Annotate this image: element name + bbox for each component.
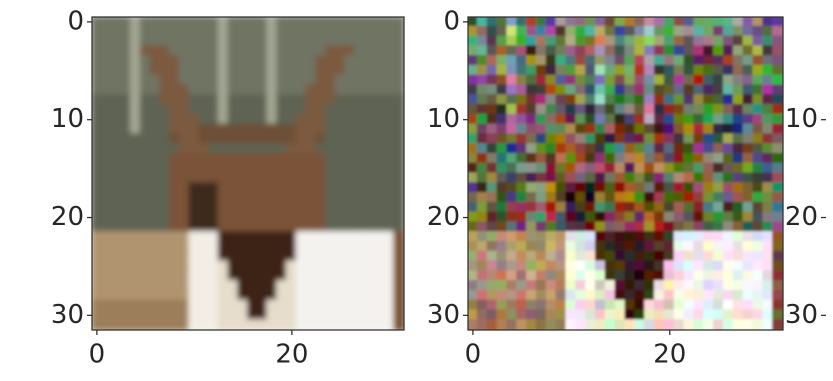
y-tick-label: 20 bbox=[51, 202, 84, 232]
y-tick-label: 10 bbox=[427, 104, 460, 134]
image bbox=[467, 16, 784, 331]
pixel bbox=[393, 319, 405, 331]
y-tick-label: 10 bbox=[785, 104, 818, 134]
figure: 02001020300200102030102030 bbox=[0, 0, 833, 381]
y-tick-label: 30 bbox=[427, 300, 460, 330]
x-tick-label: 0 bbox=[89, 340, 106, 370]
x-tick-label: 20 bbox=[653, 340, 686, 370]
y-tick-label: 20 bbox=[785, 202, 818, 232]
x-tick-label: 0 bbox=[465, 340, 482, 370]
y-tick-label: 30 bbox=[785, 300, 818, 330]
image-pixels bbox=[467, 16, 784, 331]
y-tick-label: 10 bbox=[51, 104, 84, 134]
y-tick-label: 20 bbox=[427, 202, 460, 232]
page: {"chart_data": [ {"type": "image", "xlim… bbox=[0, 0, 833, 381]
image-pixels bbox=[91, 16, 405, 331]
x-tick-label: 20 bbox=[275, 340, 308, 370]
y-tick-label: 0 bbox=[443, 6, 460, 36]
y-tick-label: 30 bbox=[51, 300, 84, 330]
y-tick-label: 0 bbox=[67, 6, 84, 36]
pixel bbox=[772, 319, 784, 331]
image bbox=[91, 16, 405, 331]
